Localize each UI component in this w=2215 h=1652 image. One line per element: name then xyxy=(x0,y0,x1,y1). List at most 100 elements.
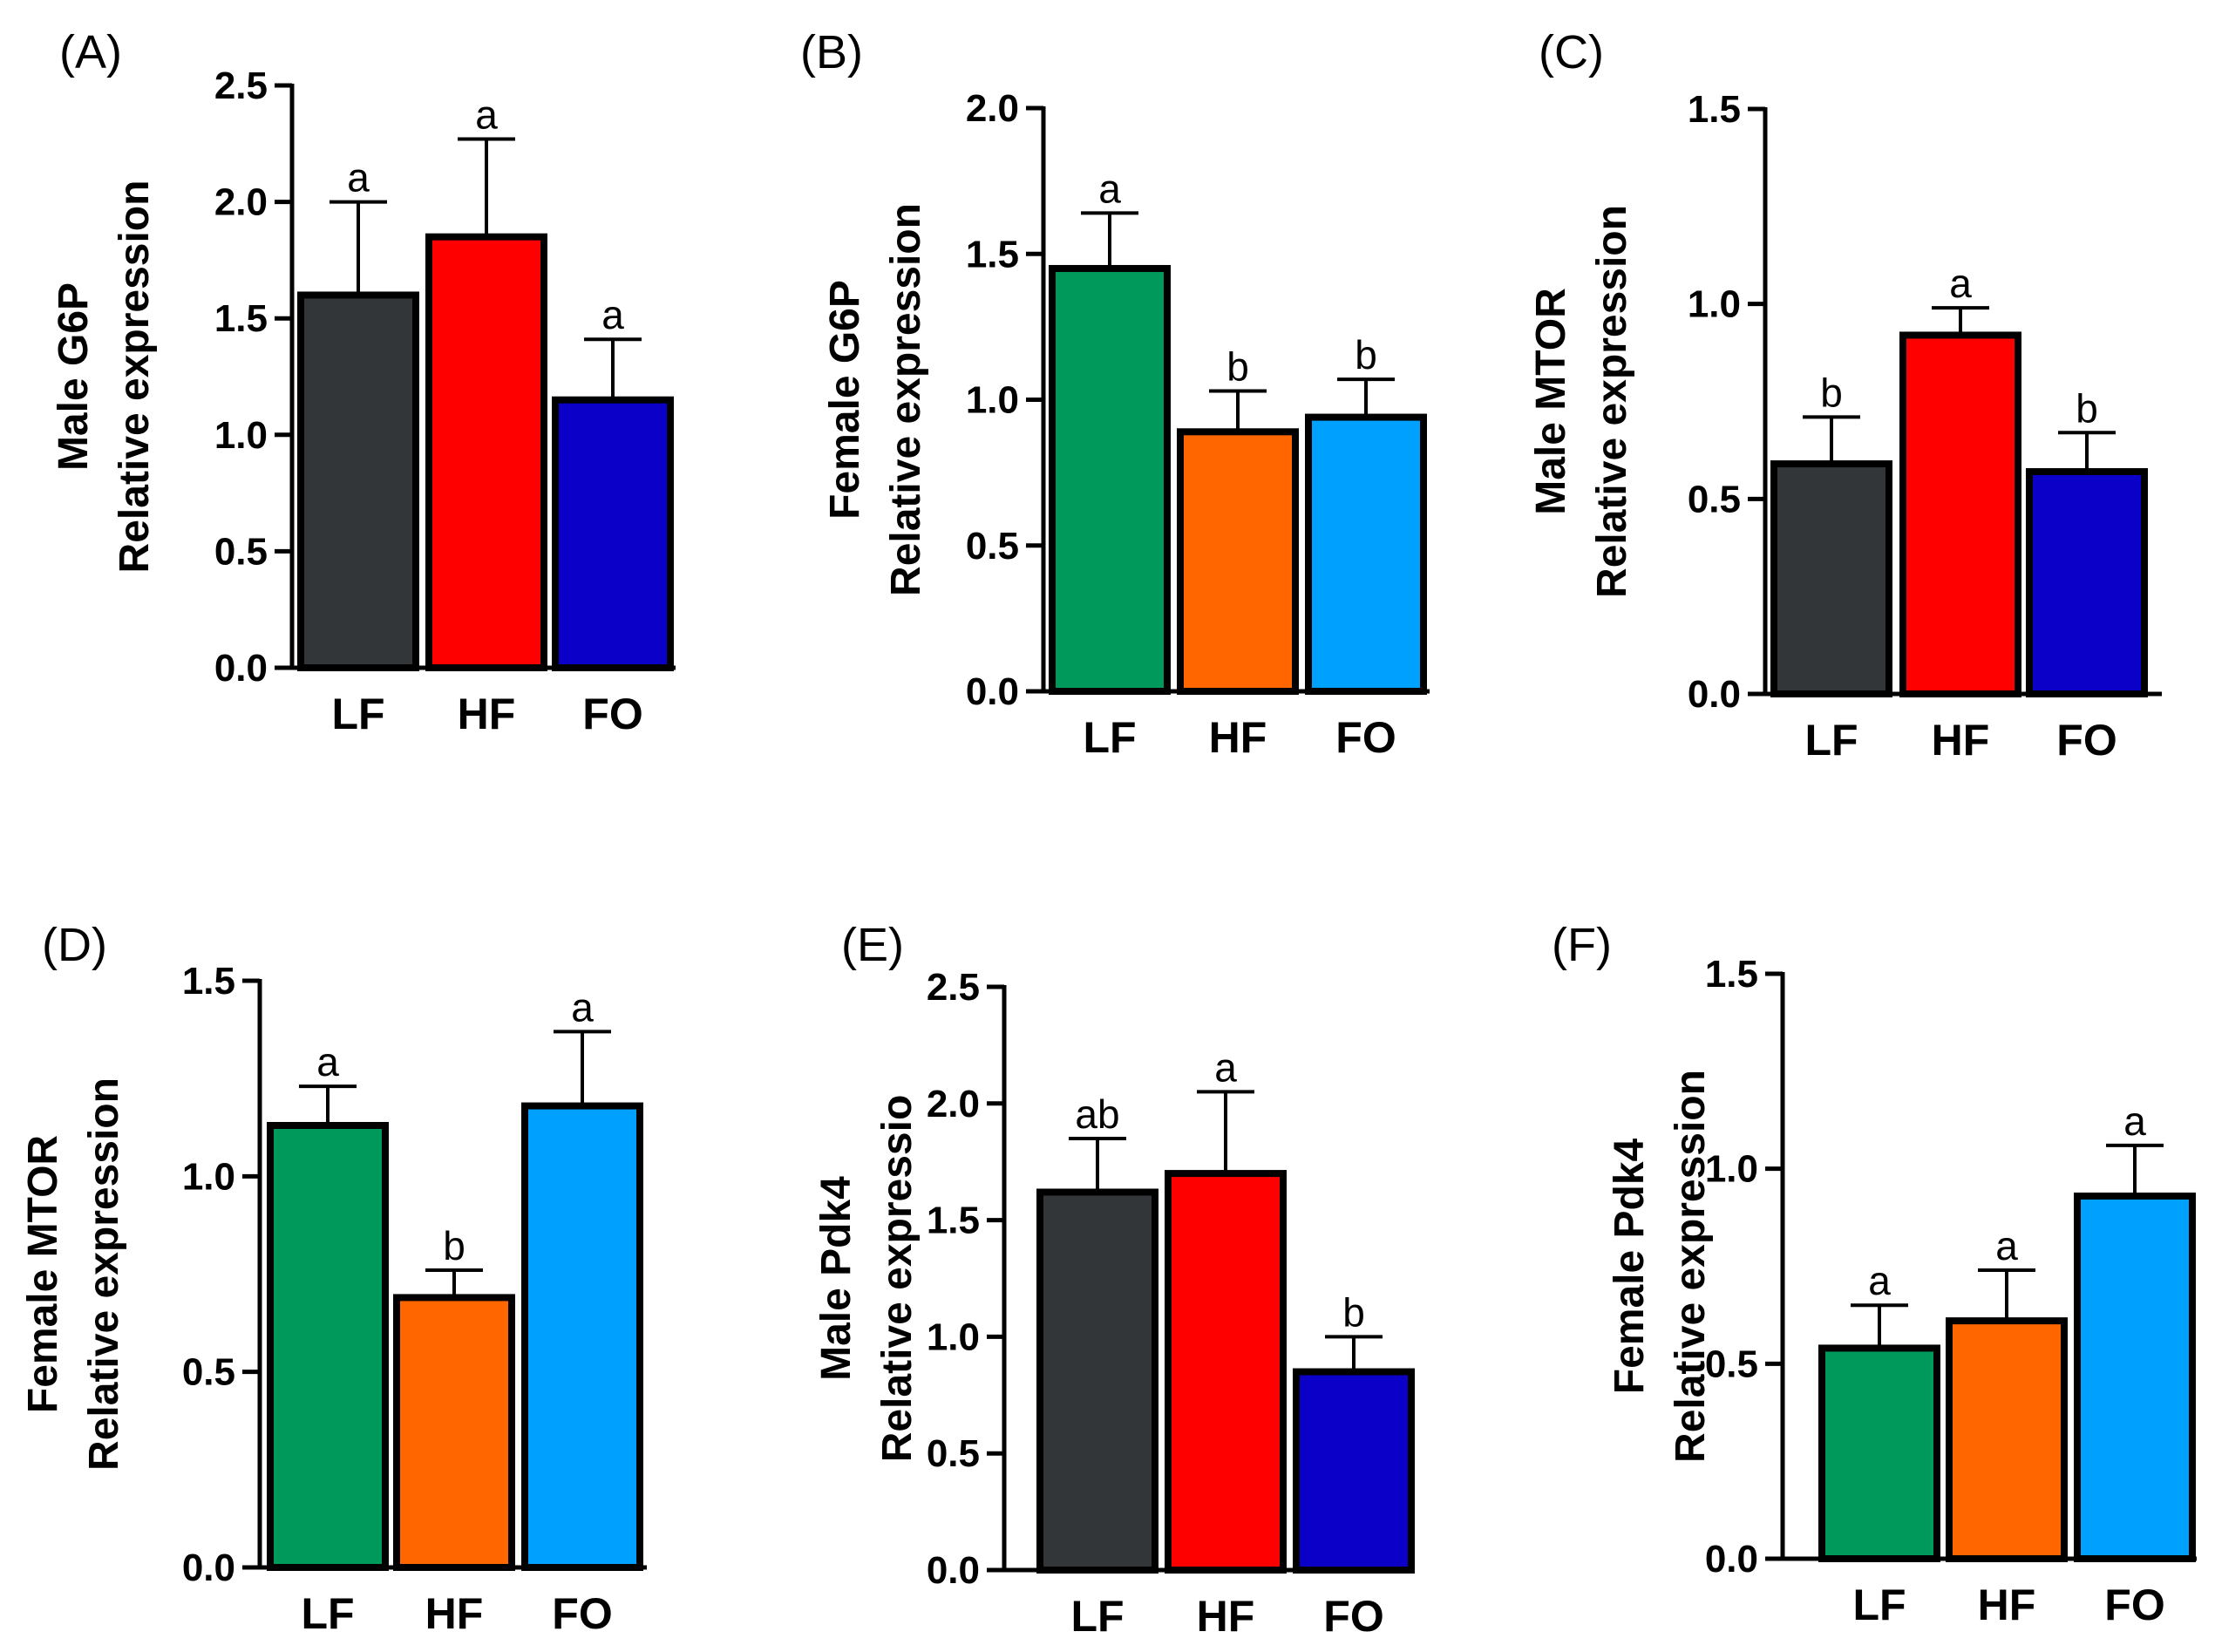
bar-hf xyxy=(1899,331,2021,697)
significance-label: a xyxy=(1214,1044,1237,1090)
y-axis-title: Relative expression xyxy=(112,180,158,574)
y-tick-label: 2.5 xyxy=(214,65,268,107)
y-axis-title: Female Pdk4 xyxy=(1607,1138,1653,1394)
x-tick-label: FO xyxy=(582,690,642,738)
bar-fo xyxy=(2074,1192,2196,1562)
y-tick-label: 1.5 xyxy=(182,960,235,1003)
y-tick-label: 1.5 xyxy=(927,1200,980,1242)
y-axis-title: Female MTOR xyxy=(20,1135,66,1413)
bar-hf xyxy=(393,1294,515,1572)
bar-lf xyxy=(267,1122,389,1572)
significance-label: b xyxy=(1342,1289,1365,1335)
significance-label: a xyxy=(2123,1098,2146,1144)
panel-label: (F) xyxy=(1552,919,1612,971)
x-tick-label: FO xyxy=(2056,716,2116,765)
significance-label: b xyxy=(1355,332,1377,377)
x-tick-label: FO xyxy=(552,1589,612,1638)
significance-label: a xyxy=(571,984,594,1030)
y-axis-title: Relative expression xyxy=(81,1078,127,1471)
bar-fo xyxy=(552,396,674,671)
y-tick-label: 1.5 xyxy=(1705,953,1758,996)
y-tick-label: 1.0 xyxy=(966,379,1019,422)
x-tick-label: HF xyxy=(1978,1581,2036,1629)
y-tick-label: 1.0 xyxy=(182,1155,235,1198)
significance-label: a xyxy=(601,292,624,337)
significance-label: a xyxy=(1995,1223,2018,1268)
x-tick-label: LF xyxy=(1070,1592,1124,1641)
x-tick-label: FO xyxy=(1323,1592,1383,1641)
y-tick-label: 0.5 xyxy=(1688,478,1741,520)
bar-lf xyxy=(1049,264,1171,695)
significance-label: ab xyxy=(1075,1091,1119,1137)
significance-label: a xyxy=(1949,261,1972,306)
bar-hf xyxy=(425,233,547,671)
x-tick-label: FO xyxy=(1335,713,1396,762)
x-tick-label: HF xyxy=(1197,1592,1255,1641)
y-axis-title: Female G6P xyxy=(822,280,868,520)
x-tick-label: HF xyxy=(458,690,516,738)
panel-label: (A) xyxy=(59,26,122,78)
y-axis-title: Relative expression xyxy=(1668,1070,1714,1463)
y-tick-label: 1.5 xyxy=(966,233,1019,275)
x-tick-label: LF xyxy=(331,690,384,738)
bar-fo xyxy=(521,1102,643,1572)
x-tick-label: LF xyxy=(1852,1581,1906,1629)
bar-hf xyxy=(1165,1170,1287,1574)
y-tick-label: 2.5 xyxy=(927,966,980,1009)
panel-label: (D) xyxy=(42,919,107,971)
significance-label: b xyxy=(443,1223,465,1268)
significance-label: a xyxy=(1098,166,1121,211)
bar-lf xyxy=(297,291,419,671)
x-tick-label: LF xyxy=(301,1589,354,1638)
bar-lf xyxy=(1036,1188,1158,1574)
bar-lf xyxy=(1770,460,1892,697)
x-tick-label: HF xyxy=(1932,716,1990,765)
y-axis-title: Relative expression xyxy=(1589,205,1635,598)
significance-label: b xyxy=(2076,385,2098,431)
y-tick-label: 0.5 xyxy=(966,525,1019,568)
y-tick-label: 2.0 xyxy=(214,181,268,224)
y-tick-label: 0.5 xyxy=(182,1351,235,1394)
x-tick-label: HF xyxy=(425,1589,484,1638)
x-tick-label: LF xyxy=(1083,713,1136,762)
y-tick-label: 2.0 xyxy=(927,1083,980,1125)
y-tick-label: 0.0 xyxy=(214,647,268,690)
bar-fo xyxy=(1305,413,1427,695)
y-axis-title: Relative expression xyxy=(883,203,929,596)
y-tick-label: 1.0 xyxy=(214,414,268,457)
significance-label: a xyxy=(1868,1258,1891,1303)
y-axis-title: Male MTOR xyxy=(1528,288,1574,514)
significance-label: a xyxy=(475,92,498,137)
panel-label: (B) xyxy=(800,26,863,78)
y-tick-label: 1.0 xyxy=(927,1315,980,1358)
y-tick-label: 0.0 xyxy=(182,1547,235,1589)
y-tick-label: 0.0 xyxy=(927,1549,980,1592)
significance-label: a xyxy=(316,1039,339,1084)
y-tick-label: 1.0 xyxy=(1705,1148,1758,1191)
y-tick-label: 1.0 xyxy=(1688,283,1741,326)
y-axis-title: Male G6P xyxy=(51,282,97,471)
y-tick-label: 0.5 xyxy=(1705,1343,1758,1385)
significance-label: a xyxy=(347,155,370,201)
bar-fo xyxy=(2026,468,2148,698)
significance-label: b xyxy=(1820,370,1843,415)
bar-fo xyxy=(1293,1368,1415,1574)
y-tick-label: 0.5 xyxy=(927,1432,980,1475)
y-axis-title: Male Pdk4 xyxy=(813,1176,860,1381)
x-tick-label: FO xyxy=(2104,1581,2164,1629)
significance-label: b xyxy=(1226,343,1249,389)
y-tick-label: 1.5 xyxy=(214,297,268,340)
x-tick-label: HF xyxy=(1209,713,1267,762)
y-tick-label: 0.0 xyxy=(966,670,1019,713)
x-tick-label: LF xyxy=(1804,716,1858,765)
y-tick-label: 0.0 xyxy=(1688,673,1741,716)
y-tick-label: 0.0 xyxy=(1705,1538,1758,1581)
y-tick-label: 2.0 xyxy=(966,87,1019,130)
bar-hf xyxy=(1946,1317,2068,1563)
panel-label: (E) xyxy=(841,919,904,971)
panel-label: (C) xyxy=(1539,26,1604,78)
y-tick-label: 0.5 xyxy=(214,530,268,573)
bar-hf xyxy=(1177,428,1299,695)
bar-lf xyxy=(1818,1344,1940,1562)
